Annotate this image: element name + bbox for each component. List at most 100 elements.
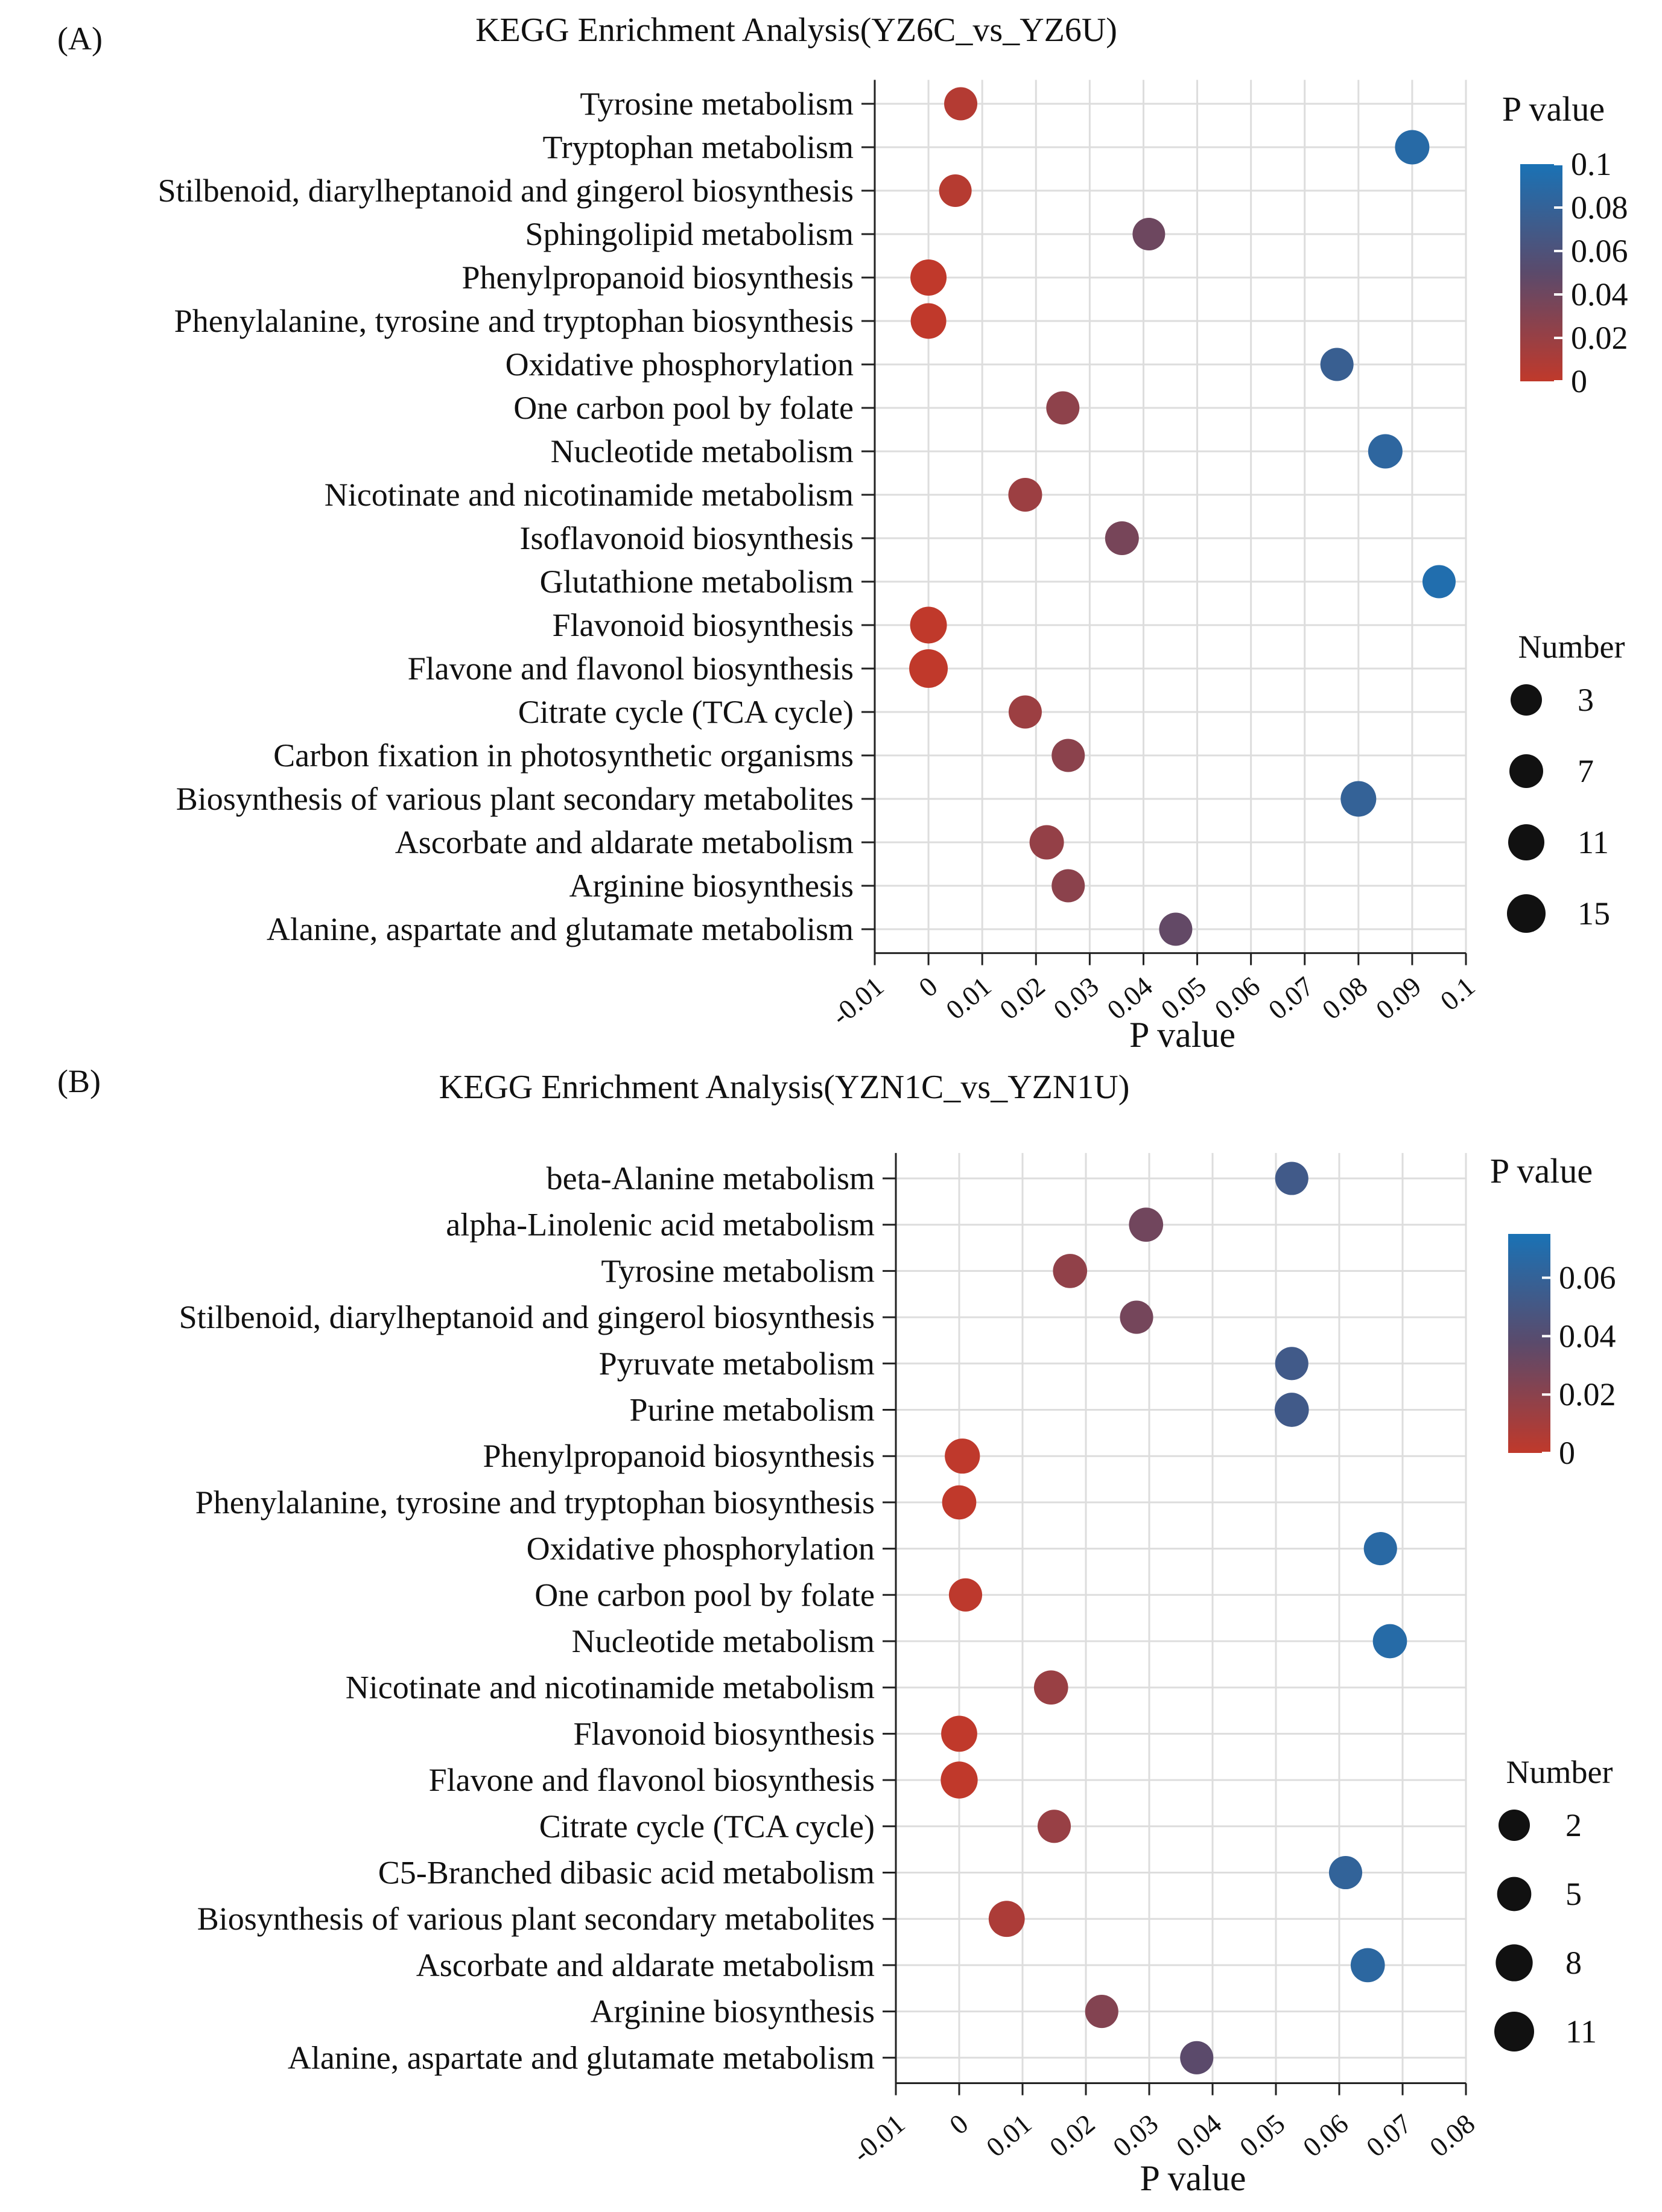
x-tick-label: 0.03 [1107, 2108, 1164, 2163]
y-tick-label: Nicotinate and nicotinamide metabolism [346, 1670, 875, 1706]
size-legend-marker-0 [1511, 684, 1542, 716]
y-tick-label: Alanine, aspartate and glutamate metabol… [288, 2039, 875, 2076]
size-legend-title: Number [1506, 1754, 1613, 1790]
y-tick-label: Flavonoid biosynthesis [573, 1715, 875, 1752]
chart-panel-1: (B) KEGG Enrichment Analysis(YZN1C_vs_YZN… [57, 1063, 1616, 2198]
x-tick-label: 0.03 [1047, 971, 1104, 1026]
size-legend-label: 11 [1578, 824, 1609, 860]
x-tick-label: 0.02 [994, 971, 1050, 1026]
size-legend-label: 15 [1578, 895, 1610, 932]
data-point-9 [948, 1578, 983, 1612]
y-tick-label: Nucleotide metabolism [572, 1623, 875, 1659]
y-tick-label: Flavonoid biosynthesis [552, 607, 854, 643]
y-tick-label: Carbon fixation in photosynthetic organi… [273, 737, 854, 774]
size-legend-marker-1 [1497, 1877, 1532, 1912]
y-tick-label: alpha-Linolenic acid metabolism [446, 1207, 875, 1243]
data-point-19 [1180, 2041, 1214, 2074]
y-tick-label: Biosynthesis of various plant secondary … [197, 1901, 875, 1937]
y-tick-label: Citrate cycle (TCA cycle) [539, 1808, 875, 1845]
y-tick-label: Flavone and flavonol biosynthesis [408, 650, 854, 687]
x-tick-label: 0.08 [1316, 971, 1373, 1026]
data-point-3 [1120, 1300, 1153, 1334]
data-point-15 [1051, 739, 1085, 772]
y-tick-label: Pyruvate metabolism [599, 1346, 875, 1382]
size-legend-title: Number [1518, 629, 1625, 665]
colorbar-tick-label: 0.08 [1571, 189, 1628, 226]
data-point-14 [1008, 695, 1042, 729]
chart-title: KEGG Enrichment Analysis(YZN1C_vs_YZN1U) [439, 1069, 1130, 1106]
x-tick-label: 0.01 [980, 2108, 1037, 2163]
size-legend-label: 7 [1578, 753, 1594, 789]
size-legend-marker-1 [1509, 754, 1543, 788]
x-tick-label: 0.07 [1360, 2108, 1417, 2163]
size-legend-marker-2 [1508, 824, 1544, 860]
y-tick-label: Glutathione metabolism [540, 564, 854, 600]
y-tick-label: Oxidative phosphorylation [506, 346, 854, 383]
colorbar-tick-label: 0.06 [1571, 233, 1628, 269]
data-point-9 [1008, 478, 1042, 512]
data-point-10 [1105, 521, 1139, 555]
x-tick-label: 0.07 [1263, 971, 1319, 1026]
x-tick-label: 0.05 [1234, 2108, 1290, 2163]
colorbar [1508, 1234, 1550, 1453]
colorbar-tick-label: 0.04 [1571, 276, 1628, 313]
x-tick-label: -0.01 [825, 971, 889, 1032]
data-point-17 [1029, 825, 1064, 860]
size-legend-label: 2 [1565, 1807, 1582, 1843]
x-tick-label: 0.1 [1435, 971, 1481, 1017]
chart-title: KEGG Enrichment Analysis(YZ6C_vs_YZ6U) [475, 11, 1117, 49]
y-tick-label: Oxidative phosphorylation [527, 1531, 875, 1567]
data-point-11 [1033, 1670, 1068, 1705]
colorbar-tick-label: 0.1 [1571, 146, 1612, 182]
data-point-0 [1275, 1162, 1308, 1195]
colorbar-tick-label: 0.06 [1559, 1260, 1616, 1296]
panel-label: (A) [57, 21, 103, 57]
data-point-18 [1085, 1995, 1118, 2029]
data-point-12 [941, 1715, 977, 1752]
data-point-15 [1328, 1855, 1363, 1890]
data-point-1 [1395, 130, 1430, 165]
data-point-3 [1132, 218, 1166, 250]
data-point-13 [940, 1761, 978, 1799]
y-tick-label: Phenylpropanoid biosynthesis [462, 259, 854, 296]
data-point-7 [1046, 391, 1080, 425]
y-tick-label: Ascorbate and aldarate metabolism [416, 1947, 875, 1983]
size-legend-label: 8 [1565, 1945, 1582, 1981]
data-point-5 [910, 303, 947, 339]
x-tick-label: 0.04 [1170, 2108, 1227, 2163]
size-legend-marker-2 [1495, 1944, 1533, 1982]
y-tick-label: Citrate cycle (TCA cycle) [518, 694, 854, 730]
colorbar-tick-label: 0.02 [1559, 1376, 1616, 1413]
data-point-1 [1129, 1207, 1164, 1242]
y-tick-label: Stilbenoid, diarylheptanoid and gingerol… [179, 1299, 875, 1335]
data-point-0 [944, 87, 978, 121]
x-tick-label: 0.08 [1424, 2108, 1480, 2163]
y-tick-label: Tryptophan metabolism [542, 129, 854, 165]
x-tick-label: -0.01 [846, 2108, 910, 2169]
colorbar-tick-label: 0 [1559, 1435, 1575, 1471]
data-point-8 [1368, 434, 1403, 469]
colorbar-tick-label: 0.02 [1571, 320, 1628, 356]
size-legend-marker-0 [1499, 1810, 1530, 1841]
x-tick-label: 0.02 [1044, 2108, 1100, 2163]
y-tick-label: Tyrosine metabolism [580, 86, 854, 122]
y-tick-label: Purine metabolism [630, 1392, 875, 1428]
y-tick-label: Nicotinate and nicotinamide metabolism [325, 477, 854, 513]
data-point-17 [1350, 1948, 1385, 1983]
y-tick-label: Arginine biosynthesis [591, 1994, 875, 2030]
data-point-6 [945, 1438, 980, 1474]
y-tick-label: Biosynthesis of various plant secondary … [176, 781, 854, 817]
data-point-4 [1275, 1347, 1308, 1381]
data-point-18 [1051, 869, 1085, 903]
y-tick-label: Phenylalanine, tyrosine and tryptophan b… [195, 1484, 875, 1521]
x-axis-label: P value [1140, 2158, 1246, 2198]
data-point-2 [1053, 1254, 1088, 1288]
x-tick-label: 0.06 [1297, 2108, 1354, 2163]
panel-label: (B) [57, 1063, 101, 1099]
y-tick-label: One carbon pool by folate [513, 390, 854, 426]
data-point-5 [1274, 1393, 1309, 1427]
x-axis-label: P value [1129, 1015, 1235, 1055]
colorbar-title: P value [1502, 89, 1605, 129]
y-tick-label: Sphingolipid metabolism [525, 216, 854, 252]
